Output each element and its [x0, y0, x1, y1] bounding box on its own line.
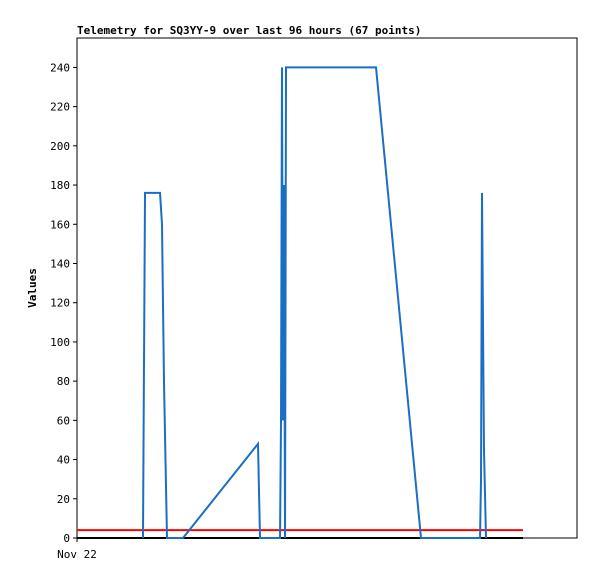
- y-tick-label: 60: [57, 414, 70, 427]
- y-tick-label: 200: [50, 140, 70, 153]
- y-axis-label: Values: [26, 268, 39, 308]
- y-tick-label: 180: [50, 179, 70, 192]
- y-tick-label: 0: [63, 532, 70, 545]
- chart-title: Telemetry for SQ3YY-9 over last 96 hours…: [77, 24, 421, 37]
- y-tick-label: 140: [50, 257, 70, 270]
- y-tick-label: 240: [50, 61, 70, 74]
- y-tick-label: 220: [50, 101, 70, 114]
- y-tick-label: 100: [50, 336, 70, 349]
- plot-frame: [76, 37, 578, 539]
- series-line: [141, 66, 488, 539]
- y-tick-label: 120: [50, 297, 70, 310]
- y-tick-label: 20: [57, 493, 70, 506]
- y-tick-label: 80: [57, 375, 70, 388]
- y-tick-label: 160: [50, 218, 70, 231]
- x-tick-label: Nov 22: [57, 548, 97, 561]
- y-tick-label: 40: [57, 454, 70, 467]
